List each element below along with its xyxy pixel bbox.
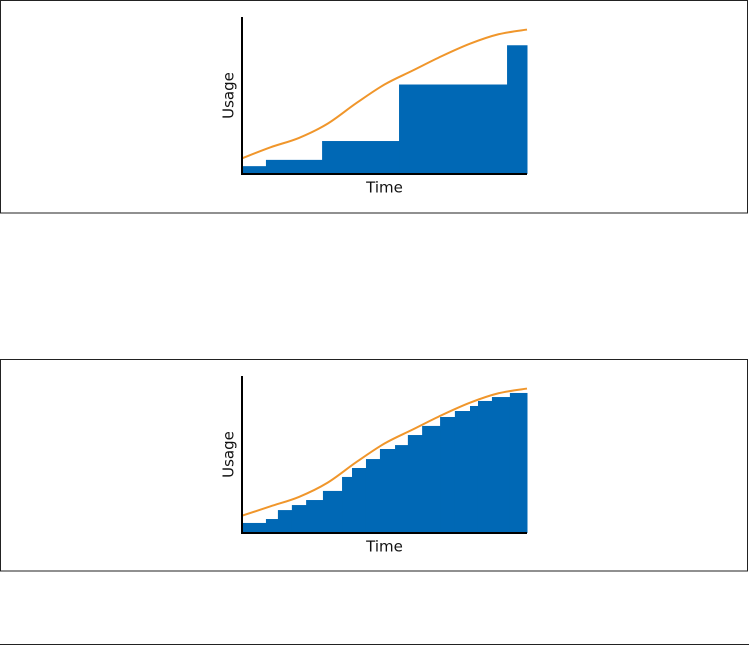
capacity-bar (395, 445, 409, 533)
usage-line (241, 387, 528, 517)
capacity-bar (407, 435, 423, 533)
capacity-bar (399, 84, 508, 174)
capacity-bar (509, 392, 528, 533)
capacity-bar (440, 416, 456, 533)
capacity-bar (422, 425, 441, 533)
usage-line (241, 28, 528, 160)
panel (0, 359, 748, 572)
capacity-bar (477, 400, 493, 533)
capacity-bar (322, 490, 343, 533)
capacity-bar (379, 449, 396, 533)
capacity-bar (470, 405, 479, 533)
x-axis-label: Time (365, 538, 403, 556)
capacity-bar (265, 159, 323, 174)
y-axis-label: Usage (220, 431, 238, 478)
capacity-bar (454, 411, 471, 533)
capacity-bar (265, 519, 279, 533)
capacity-bar (342, 476, 353, 533)
capacity-bar (507, 45, 528, 175)
capacity-bar (291, 505, 307, 533)
capacity-bar (242, 522, 267, 533)
capacity-bar (322, 141, 400, 174)
capacity-bar (365, 459, 381, 533)
capacity-bar (242, 166, 267, 174)
capacity-bar (306, 500, 324, 533)
capacity-bar (352, 468, 367, 533)
panel (0, 0, 748, 214)
x-axis-label: Time (365, 179, 403, 197)
capacity-bar (277, 510, 293, 533)
y-axis-label: Usage (220, 72, 238, 119)
capacity-bar (491, 397, 511, 533)
